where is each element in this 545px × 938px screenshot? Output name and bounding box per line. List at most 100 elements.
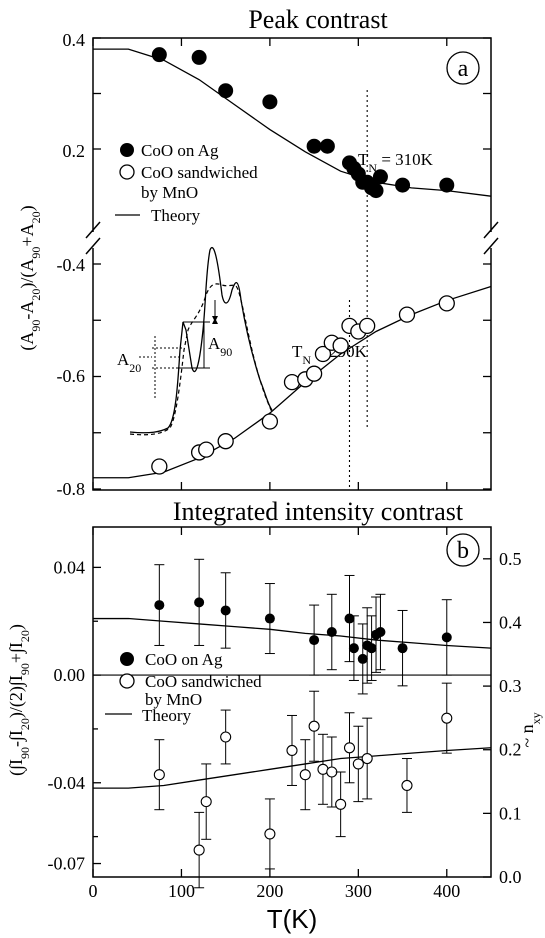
b-ytick-left-label: 0.04 [54,557,86,577]
b-point-filled [441,632,452,643]
b-point-filled [264,613,275,624]
b-point-filled [309,635,320,646]
a-point-filled [306,138,322,154]
a-legend-filled-label: CoO on Ag [141,141,219,160]
b-point-open [308,720,320,732]
b-point-filled [194,597,205,608]
b-point-filled [154,600,165,611]
b-ytick-left-label: -0.07 [48,854,86,874]
a-point-filled [151,47,167,63]
b-ytick-left-label: 0.00 [54,665,86,685]
b-point-open [286,744,298,757]
inset-curve-solid [129,247,273,434]
a-ytick-0.4: 0.4 [63,30,86,50]
inset-a20-label: A20 [117,350,141,375]
a-point-open [305,365,323,382]
a-point-open [359,317,376,335]
inset-a90-label: A90 [208,334,232,359]
a-legend-filled-marker [120,143,134,157]
b-point-open [220,731,232,743]
b-point-open [326,766,338,778]
a-ytick-neg0.8: -0.8 [57,479,86,499]
b-ytick-right-label: 0.2 [499,740,522,760]
panel-b-letter: b [457,538,469,564]
panel-b-theory-curves [93,617,492,789]
a-legend-open-label-1: CoO sandwiched [141,163,258,182]
a-point-open [217,433,234,450]
b-point-open [264,828,276,840]
tn-310-label: TN = 310K [358,150,434,175]
a-point-open [332,337,349,354]
a-point-filled [395,177,411,193]
b-ytick-right-label: 0.5 [499,549,522,569]
panel-a-theory-curves [93,48,492,479]
panel-b-xlabel: T(K) [267,904,318,934]
a-point-filled [368,183,384,199]
b-point-open [361,752,373,765]
panel-a-ticks [92,37,491,490]
panel-a-title: Peak contrast [248,5,388,34]
b-point-open [441,712,453,724]
panel-a-letter-circle [446,51,480,85]
b-legend-theory-label: Theory [142,706,192,725]
a-ytick-neg0.6: -0.6 [57,366,86,386]
a-legend-theory-label: Theory [151,206,201,225]
panel-b-ylabel-left: (∫I90-∫I20)/(2)∫I90+∫I20) [6,624,32,776]
a-point-filled [439,177,455,193]
a-legend-open-marker [119,164,135,180]
axis-break-right [483,221,499,255]
a-ytick-neg0.4: -0.4 [57,255,86,275]
b-theory-lower [93,747,492,789]
inset-curve-dashed [129,283,273,436]
inset-spectrum [129,247,273,436]
b-ytick-right-label: 0.4 [499,612,522,632]
b-ytick-left-label: -0.04 [48,773,86,793]
b-legend-open-label-2: by MnO [145,690,202,709]
a-point-open [261,413,279,430]
b-legend-open-label-1: CoO sandwiched [145,672,262,691]
axis-break-left [85,221,101,255]
b-point-open [335,798,347,810]
b-theory-upper [93,617,492,649]
a-point-open [151,458,168,475]
b-point-filled [344,613,355,624]
a-legend-open-label-2: by MnO [141,183,198,202]
panel-a-frame [92,37,492,491]
panel-b-ylabel-right: ~ nxy [517,712,543,747]
b-point-open [343,742,356,754]
b-point-open [299,769,311,781]
panel-b-tick-labels: 0.040.00-0.04-0.070.50.40.30.20.10.00 100… [48,549,522,901]
b-point-filled [357,653,368,664]
b-point-filled [397,643,408,654]
a-point-open [438,295,455,312]
panel-b-title: Integrated intensity contrast [173,497,464,526]
b-xtick-label: 300 [345,881,372,901]
b-legend-open-marker [119,673,135,689]
panel-a-points [151,47,455,475]
a-point-filled [372,169,388,185]
panel-b-points [153,558,453,889]
b-ytick-right-label: 0.0 [499,867,522,887]
a-point-open [398,306,416,323]
b-legend-filled-label: CoO on Ag [145,650,223,669]
a-point-open [314,345,332,363]
b-point-filled [348,643,359,654]
b-xtick-label: 100 [168,881,195,901]
a-point-filled [262,94,278,110]
b-legend-filled-marker [120,652,134,666]
panel-b-frame [92,526,492,878]
b-point-filled [326,627,337,637]
b-point-filled [366,643,377,654]
a-point-open [283,373,301,391]
b-point-open [401,779,413,792]
b-xtick-label: 0 [89,881,98,901]
panel-b-letter-circle [446,533,480,567]
a-point-open [198,441,215,458]
a-ytick-0.2: 0.2 [63,141,86,161]
b-ytick-right-label: 0.1 [499,803,522,823]
b-xtick-label: 200 [256,881,283,901]
a-point-filled [319,138,335,154]
a-point-filled [191,49,207,65]
b-point-open [200,796,212,808]
